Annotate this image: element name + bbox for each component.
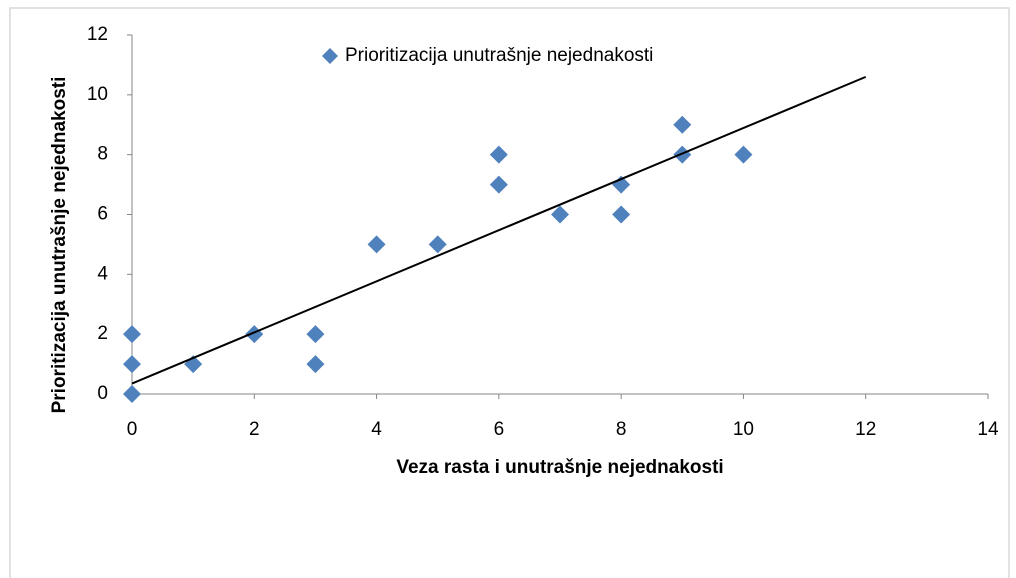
y-axis-title: Prioritizacija unutrašnje nejednakosti xyxy=(49,77,70,414)
point xyxy=(734,145,753,164)
point xyxy=(612,205,631,224)
y-tick-label: 8 xyxy=(97,144,108,165)
point xyxy=(367,235,386,254)
point xyxy=(123,325,141,344)
point xyxy=(489,145,508,164)
y-tick-label: 2 xyxy=(97,323,108,344)
point xyxy=(123,385,141,403)
y-tick-label: 0 xyxy=(97,383,108,404)
y-tick-label: 4 xyxy=(97,263,108,284)
x-tick-label: 6 xyxy=(494,419,505,440)
x-tick-label: 12 xyxy=(855,419,876,440)
y-tick-label: 6 xyxy=(97,204,108,225)
x-axis-title: Veza rasta i unutrašnje nejednakosti xyxy=(396,457,723,478)
chart-frame xyxy=(9,7,1010,578)
y-tick-label: 10 xyxy=(87,84,108,105)
trendline xyxy=(131,75,867,385)
point xyxy=(428,235,447,254)
point xyxy=(489,175,508,194)
legend-label: Prioritizacija unutrašnje nejednakosti xyxy=(345,45,653,66)
point xyxy=(123,355,141,374)
x-tick-label: 14 xyxy=(977,419,999,440)
point xyxy=(551,205,569,224)
point xyxy=(306,355,325,374)
y-tick-label: 12 xyxy=(87,24,108,45)
legend-marker xyxy=(322,48,338,64)
x-tick-label: 4 xyxy=(371,419,382,440)
x-tick-label: 0 xyxy=(127,419,138,440)
x-tick-label: 8 xyxy=(616,419,627,440)
x-tick-label: 10 xyxy=(733,419,754,440)
point xyxy=(673,145,692,164)
point xyxy=(673,115,692,134)
x-tick-label: 2 xyxy=(249,419,260,440)
point xyxy=(306,325,325,344)
